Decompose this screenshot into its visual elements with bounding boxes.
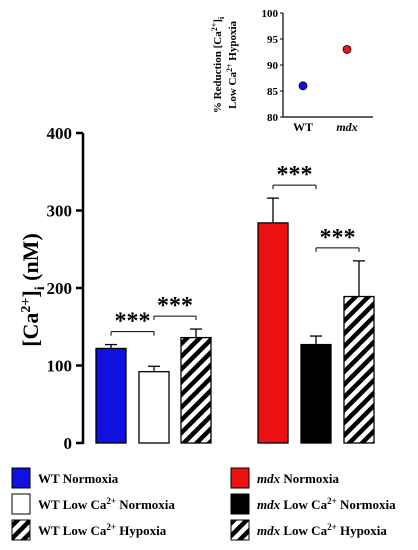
- main-y-ticks: 0 100 200 300 400: [47, 124, 83, 453]
- legend-label: WT Normoxia: [38, 471, 119, 486]
- significance-brackets: ************: [110, 162, 360, 336]
- significance-label: ***: [277, 162, 313, 188]
- legend: WT Normoxia mdx Normoxia WT Low Ca2+ Normo…: [11, 467, 396, 541]
- legend-swatch: [230, 467, 250, 489]
- legend-item: mdx Low Ca2+ Hypoxia: [230, 519, 387, 541]
- legend-swatch: [230, 519, 250, 541]
- main-y-axis-label: [Ca2+]i (nM): [18, 233, 48, 347]
- bar-5: [300, 343, 332, 444]
- inset-y-tick-label: 100: [262, 8, 279, 20]
- inset-y-ticks: 80 85 90 95 100: [262, 8, 283, 124]
- legend-item: WT Normoxia: [11, 467, 119, 489]
- main-y-label-unit: (nM): [18, 233, 43, 281]
- main-y-tick-label: 100: [47, 357, 73, 376]
- inset-y-label-line1: % Reduction [Ca2+]i: [210, 16, 226, 113]
- legend-swatch: [11, 467, 31, 489]
- legend-label: mdx Low Ca2+ Normoxia: [257, 496, 396, 512]
- inset-x-tick-label: mdx: [336, 120, 357, 134]
- legend-item: mdx Low Ca2+ Normoxia: [230, 493, 396, 515]
- inset-y-tick-label: 85: [267, 86, 279, 98]
- bar-2: [138, 371, 170, 444]
- inset-y-tick-label: 80: [267, 112, 279, 124]
- inset-y-label-line2: Low Ca2+ Hypoxia: [225, 20, 239, 109]
- inset-x-ticks: WT mdx: [293, 120, 358, 134]
- inset-y-tick-label: 95: [267, 34, 279, 46]
- bar-1: [95, 347, 127, 444]
- main-y-tick-label: 200: [47, 279, 73, 298]
- legend-item: mdx Normoxia: [230, 467, 339, 489]
- main-y-tick-label: 0: [64, 434, 73, 453]
- main-y-label-sub: i: [33, 286, 48, 290]
- legend-swatch: [11, 519, 31, 541]
- legend-label: mdx Low Ca2+ Hypoxia: [257, 522, 387, 538]
- legend-item: WT Low Ca2+ Normoxia: [11, 493, 175, 515]
- main-y-label-sup: 2+: [19, 298, 34, 313]
- legend-label: WT Low Ca2+ Hypoxia: [38, 522, 167, 538]
- legend-swatch: [11, 493, 31, 515]
- legend-label: mdx Normoxia: [257, 471, 339, 486]
- main-y-tick-label: 400: [47, 124, 73, 143]
- bar-3: [180, 336, 212, 444]
- inset-y-tick-label: 90: [267, 60, 279, 72]
- inset-point-mdx: [342, 45, 352, 54]
- main-y-tick-label: 300: [47, 202, 73, 221]
- inset-scatter-chart: 80 85 90 95 100 WT mdx % Reduction [Ca2+]i Lo…: [210, 8, 373, 134]
- legend-swatch: [230, 493, 250, 515]
- legend-label: WT Low Ca2+ Normoxia: [38, 496, 175, 512]
- inset-point-WT: [298, 81, 308, 91]
- bar-4: [257, 222, 289, 444]
- significance-label: ***: [115, 309, 151, 335]
- legend-item: WT Low Ca2+ Hypoxia: [11, 519, 167, 541]
- inset-points: [298, 45, 352, 91]
- significance-label: ***: [320, 225, 356, 251]
- bar-6: [343, 295, 375, 444]
- significance-label: ***: [157, 293, 193, 319]
- main-y-label-main: [Ca: [18, 313, 43, 347]
- inset-x-tick-label: WT: [293, 120, 313, 134]
- main-error-bars: [105, 197, 365, 372]
- main-y-label-bracket: ]: [18, 290, 43, 297]
